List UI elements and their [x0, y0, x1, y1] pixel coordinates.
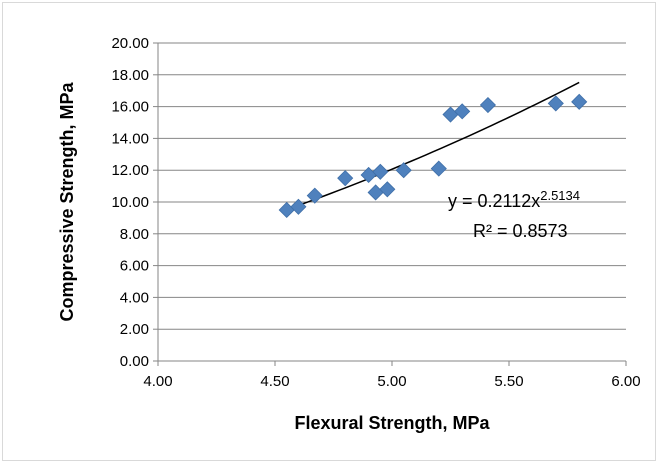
y-tick-label: 20.00 [111, 35, 149, 52]
y-tick-label: 10.00 [111, 194, 149, 211]
x-tick-label: 5.00 [377, 373, 406, 390]
x-tick-label: 4.50 [260, 373, 289, 390]
data-point [442, 106, 459, 123]
data-point [479, 96, 497, 114]
x-tick-label: 4.00 [143, 373, 172, 390]
y-tick-label: 0.00 [120, 353, 149, 370]
equation-exponent: 2.5134 [540, 188, 580, 203]
x-axis-title: Flexural Strength, MPa [294, 413, 490, 433]
scatter-chart: 0.00 2.00 4.00 6.00 8.00 10.00 12.00 14.00 16.00… [57, 35, 641, 433]
trendline-layer [286, 81, 580, 211]
y-tick-label: 2.00 [120, 321, 149, 338]
chart-area: 0.00 2.00 4.00 6.00 8.00 10.00 12.00 14.00 16.00… [2, 2, 656, 461]
trendline-equation: y = 0.2112x2.5134 [448, 188, 580, 211]
y-tick-label: 16.00 [111, 99, 149, 116]
equation-base: y = 0.2112x [448, 191, 540, 211]
data-point [278, 201, 295, 219]
data-point [430, 160, 447, 177]
data-point [571, 93, 588, 110]
gridlines [158, 42, 626, 330]
data-point [454, 103, 471, 120]
y-tick-label: 18.00 [111, 67, 149, 84]
y-tick-label: 14.00 [111, 130, 149, 147]
data-point [306, 187, 323, 204]
x-tick-label: 5.50 [494, 373, 523, 390]
x-tick-label: 6.00 [611, 373, 640, 390]
r-squared-label: R² = 0.8573 [473, 221, 568, 241]
power-trendline [286, 81, 580, 211]
data-point [290, 198, 307, 215]
data-point [337, 170, 354, 187]
y-tick-label: 6.00 [120, 258, 149, 275]
data-points [278, 93, 588, 219]
y-tick-label: 8.00 [120, 226, 149, 243]
axes [153, 42, 627, 366]
y-tick-label: 12.00 [111, 162, 149, 179]
y-axis-title: Compressive Strength, MPa [57, 81, 77, 321]
data-point [547, 95, 564, 112]
tick-labels: 0.00 2.00 4.00 6.00 8.00 10.00 12.00 14.00 16.00… [111, 35, 640, 390]
data-point [372, 163, 389, 180]
data-point [367, 184, 384, 201]
data-point [379, 181, 396, 198]
y-tick-label: 4.00 [120, 289, 149, 306]
data-point [395, 162, 412, 179]
